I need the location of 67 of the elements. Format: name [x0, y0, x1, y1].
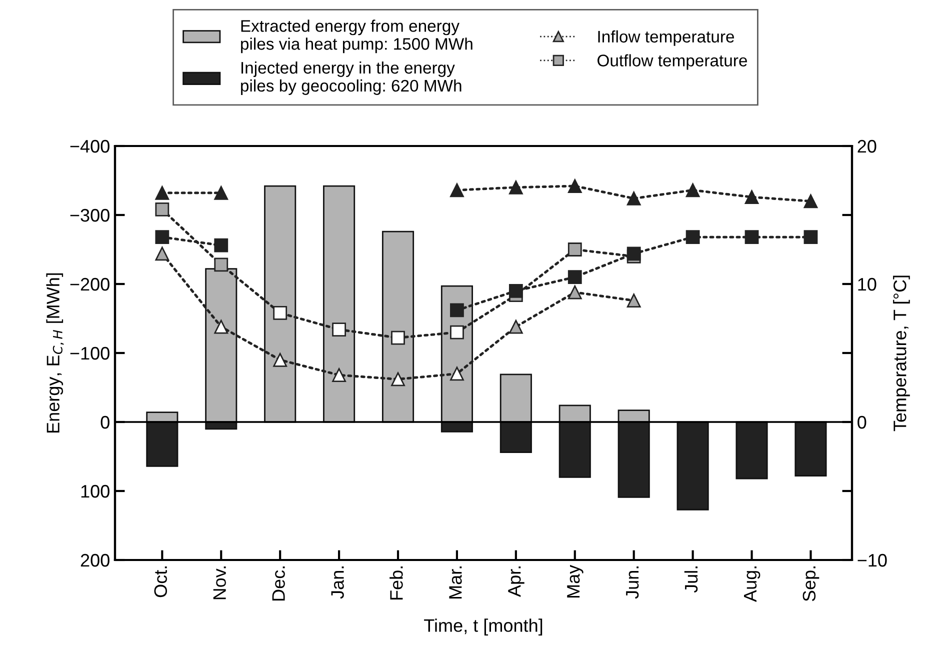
legend-label: Inflow temperature [598, 30, 734, 46]
point [450, 366, 464, 381]
point [155, 202, 170, 216]
point [391, 372, 405, 386]
x-tick-label: Mar. [449, 566, 462, 598]
bar [558, 421, 591, 478]
bar [382, 230, 414, 423]
y-tick-label: −100 [70, 346, 110, 360]
point [450, 303, 464, 318]
x-tick-label: Oct. [154, 566, 168, 598]
legend-label: Outflow temperature [598, 54, 747, 70]
point [744, 190, 759, 204]
x-tick-label: Jun. [626, 566, 639, 599]
y2-tick-label: 10 [858, 278, 876, 291]
legend-label: Extracted energy from energy piles via heat pump: 1500 MWh [241, 20, 472, 54]
y2-axis-title: Temperature, T [°C] [893, 276, 910, 432]
y-tick-label: 200 [80, 554, 110, 567]
point [568, 242, 582, 256]
y2-tick-label: 20 [858, 140, 876, 153]
bar [736, 421, 768, 480]
y-tick-label: −200 [70, 278, 110, 291]
point [568, 270, 582, 284]
point [214, 238, 228, 252]
x-tick-label: May [567, 564, 584, 598]
y-tick-label: 0 [100, 416, 110, 429]
y2-tick-label: −10 [858, 554, 887, 567]
point [626, 246, 641, 261]
bar [146, 421, 178, 467]
point [686, 230, 700, 244]
bar [500, 374, 532, 423]
bar [558, 404, 591, 423]
bar [794, 421, 827, 477]
x-tick-label: Nov. [213, 566, 226, 600]
legend-label: Injected energy in the energy piles by geocooling: 620 MWh [241, 61, 462, 95]
y-tick-label: 100 [81, 484, 110, 498]
x-tick-label: Sep. [802, 566, 820, 602]
point [508, 284, 523, 298]
point [508, 180, 523, 194]
bar [264, 185, 296, 423]
point [744, 230, 759, 244]
point [804, 230, 818, 244]
point [804, 194, 818, 208]
point [214, 320, 228, 334]
x-tick-label: Jul. [684, 566, 698, 593]
y-tick-label: −400 [70, 140, 110, 153]
x-axis-title: Time, t [month] [424, 618, 542, 636]
y-axis-title: Energy, E$_{C,H}$ [MWh] [46, 273, 64, 432]
bar [323, 185, 356, 423]
x-tick-label: Jan. [331, 566, 344, 599]
point [155, 186, 170, 200]
point [450, 183, 464, 198]
point [214, 186, 228, 200]
point [214, 258, 228, 272]
point [332, 368, 346, 382]
x-tick-label: Feb. [390, 566, 403, 600]
point [686, 183, 700, 198]
bar [618, 421, 650, 498]
bar [676, 421, 709, 510]
y2-tick-label: 0 [858, 416, 866, 429]
y-tick-label: −300 [70, 208, 110, 222]
point [626, 191, 641, 206]
x-tick-label: Dec. [272, 566, 285, 601]
point [155, 230, 170, 244]
point [568, 179, 582, 193]
bar [500, 421, 532, 454]
x-tick-label: Aug. [744, 566, 760, 602]
x-tick-label: Apr. [508, 566, 524, 597]
